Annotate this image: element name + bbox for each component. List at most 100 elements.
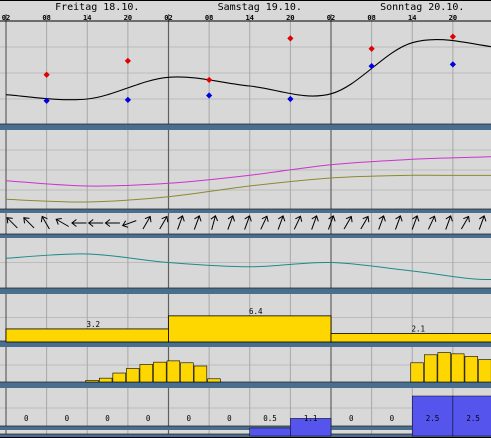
precipitation-label: 0 xyxy=(227,414,232,423)
arrow-head xyxy=(311,215,319,222)
temperature-max-marker xyxy=(206,76,213,84)
hour-tick-label: 14 xyxy=(246,14,254,22)
arrow-shaft xyxy=(378,216,384,230)
pressure-line-1 xyxy=(5,174,491,203)
arrow-shaft xyxy=(193,216,200,230)
wind-direction-arrow xyxy=(445,215,453,230)
temperature-min-marker xyxy=(43,97,50,104)
wind-direction-arrow xyxy=(104,219,120,227)
wind-direction-arrow xyxy=(460,215,470,230)
wind-direction-arrow xyxy=(293,215,303,230)
panel-separator xyxy=(0,434,491,438)
precipitation-label: 0 xyxy=(146,414,151,423)
temperature-max-marker xyxy=(124,57,131,64)
day-label: Sonntag 20.10. xyxy=(380,2,464,13)
arrow-head xyxy=(55,217,62,225)
wind-direction-arrow xyxy=(427,215,437,230)
arrow-shaft xyxy=(142,216,151,230)
precipitation-bar xyxy=(249,427,291,437)
hour-tick-label: 20 xyxy=(124,14,132,22)
wind-direction-arrow xyxy=(244,215,252,230)
arrow-head xyxy=(177,215,185,222)
precipitation-label: 0 xyxy=(349,414,354,423)
arrow-shaft xyxy=(478,216,485,230)
daily-sunshine-label: 6.4 xyxy=(249,307,263,316)
arrow-shaft xyxy=(56,219,69,227)
hourly-sunshine-bar xyxy=(437,352,451,383)
arrow-shaft xyxy=(311,216,317,230)
hourly-sunshine-bar xyxy=(193,365,208,383)
day-label: Samstag 19.10. xyxy=(218,2,302,13)
arrow-head xyxy=(479,215,487,222)
arrow-shaft xyxy=(41,216,50,230)
temperature-max-marker xyxy=(43,71,50,78)
precipitation-label: 0 xyxy=(187,414,192,423)
arrow-shaft xyxy=(293,216,301,230)
hourly-sunshine-bar xyxy=(451,353,465,383)
hour-tick-label: 08 xyxy=(367,14,375,22)
arrow-shaft xyxy=(122,220,137,226)
arrow-head xyxy=(87,219,94,227)
precipitation-bar xyxy=(290,418,332,437)
arrow-shaft xyxy=(211,216,216,230)
wind-direction-arrow xyxy=(193,215,202,230)
daily-sunshine-bar xyxy=(5,328,169,343)
hour-tick-label: 08 xyxy=(205,14,213,22)
arrow-head xyxy=(261,215,269,222)
panel-separator xyxy=(0,288,491,294)
arrow-head xyxy=(345,215,353,223)
panel-separator xyxy=(0,426,491,430)
wind-direction-arrow xyxy=(23,217,35,229)
wind-direction-arrow xyxy=(327,215,336,230)
arrow-shaft xyxy=(343,216,352,230)
arrow-shaft xyxy=(460,216,469,230)
wind-direction-arrow xyxy=(394,215,403,230)
wind-direction-arrow xyxy=(159,215,169,230)
arrow-head xyxy=(121,220,129,228)
vertical-lines xyxy=(5,14,454,438)
arrow-head xyxy=(463,215,470,223)
arrow-shaft xyxy=(394,216,401,230)
wind-direction-arrow xyxy=(177,215,185,230)
arrow-head xyxy=(328,215,336,222)
arrow-shaft xyxy=(327,216,334,230)
pressure-line-0 xyxy=(5,156,491,187)
arrow-head xyxy=(277,215,286,222)
panel-separator xyxy=(0,382,491,388)
arrow-head xyxy=(161,215,169,223)
arrow-shaft xyxy=(7,217,18,229)
wind-direction-arrow xyxy=(411,215,420,230)
wind-direction-arrow xyxy=(478,215,487,230)
arrow-head xyxy=(362,215,370,223)
arrow-head xyxy=(6,217,13,224)
daily-sunshine-label: 2.1 xyxy=(411,324,425,333)
precipitation-bar xyxy=(412,395,454,437)
hour-tick-label: 14 xyxy=(408,14,416,22)
wind-direction-arrow xyxy=(277,215,286,230)
precipitation-label: 0 xyxy=(24,414,29,423)
temperature-min-marker xyxy=(206,92,213,99)
precipitation-label: 2.5 xyxy=(466,414,480,423)
wind-direction-arrow xyxy=(142,215,152,230)
arrow-head xyxy=(210,214,219,222)
hourly-sunshine-bar xyxy=(112,372,126,383)
precipitation-label: 2.5 xyxy=(426,414,440,423)
daily-sunshine-bar xyxy=(168,315,332,343)
wind-direction-arrow xyxy=(121,220,137,228)
hourly-sunshine-bar xyxy=(464,356,478,383)
temperature-min-marker xyxy=(124,96,131,103)
arrow-head xyxy=(23,217,30,224)
hourly-sunshine-bar xyxy=(98,377,113,383)
arrow-head xyxy=(104,219,111,227)
hour-tick-label: 14 xyxy=(83,14,91,22)
wind-direction-arrow xyxy=(40,215,50,230)
hourly-sunshine-bar xyxy=(139,364,153,383)
wind-speed-line xyxy=(5,253,491,281)
arrow-head xyxy=(244,215,252,222)
hourly-sunshine-bar xyxy=(85,380,99,383)
hour-tick-label: 20 xyxy=(286,14,294,22)
panel-separator xyxy=(0,234,491,238)
wind-direction-arrow xyxy=(343,215,353,230)
arrow-head xyxy=(412,215,420,222)
